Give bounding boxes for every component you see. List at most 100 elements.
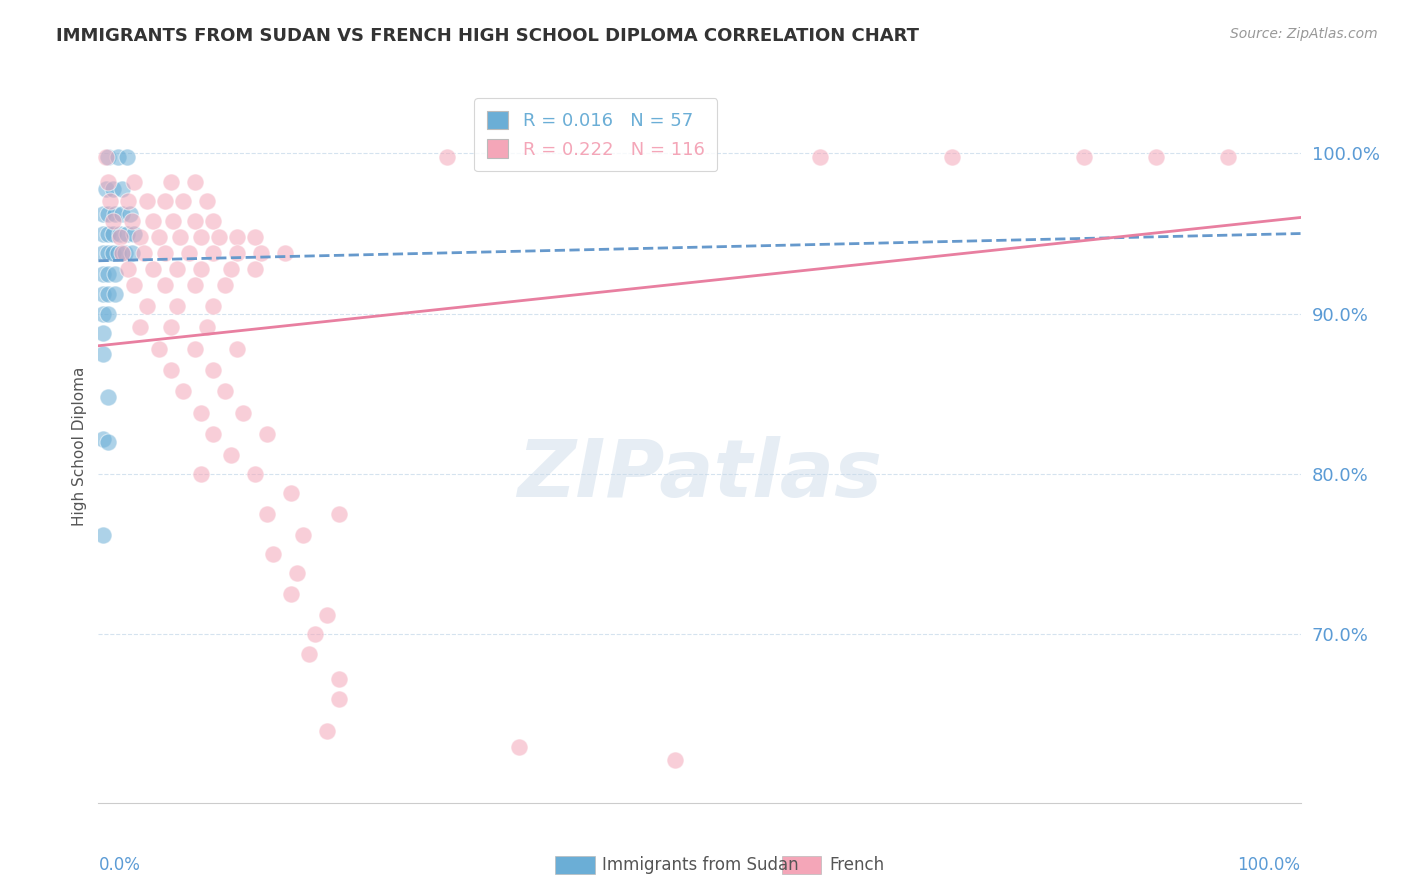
Point [153, 245, 176, 260]
Text: French: French [830, 856, 884, 874]
Point [94, 181, 117, 195]
Point [214, 277, 236, 292]
Point [172, 384, 194, 398]
Point [941, 150, 963, 164]
Point [121, 245, 143, 260]
Point [243, 467, 266, 481]
Point [117, 150, 139, 164]
Point [328, 691, 350, 706]
Point [219, 261, 242, 276]
Point [232, 406, 254, 420]
Point [256, 507, 278, 521]
Point [97, 435, 120, 450]
Point [159, 319, 181, 334]
Point [172, 194, 194, 209]
Text: Source: ZipAtlas.com: Source: ZipAtlas.com [1230, 27, 1378, 41]
Point [97, 307, 120, 321]
Point [285, 566, 308, 581]
Point [177, 245, 200, 260]
Point [104, 267, 127, 281]
Point [141, 261, 163, 276]
Point [97, 390, 120, 404]
Point [153, 277, 176, 292]
Text: IMMIGRANTS FROM SUDAN VS FRENCH HIGH SCHOOL DIPLOMA CORRELATION CHART: IMMIGRANTS FROM SUDAN VS FRENCH HIGH SCH… [56, 27, 920, 45]
Point [298, 647, 321, 661]
Point [97, 267, 120, 281]
Point [1218, 150, 1240, 164]
Point [97, 207, 120, 221]
Point [91, 227, 114, 241]
Text: ZIPatlas: ZIPatlas [517, 435, 882, 514]
Point [91, 207, 114, 221]
Point [225, 342, 247, 356]
Point [280, 486, 302, 500]
Point [114, 245, 136, 260]
Text: 0.0%: 0.0% [98, 856, 141, 874]
Point [97, 245, 120, 260]
Point [104, 287, 127, 301]
Point [111, 181, 134, 195]
Point [1073, 150, 1095, 164]
Point [124, 175, 146, 189]
Point [91, 267, 114, 281]
Point [94, 150, 117, 164]
Point [225, 245, 247, 260]
Point [111, 245, 134, 260]
Point [436, 150, 458, 164]
Point [195, 319, 218, 334]
Point [91, 245, 114, 260]
Point [101, 181, 124, 195]
Point [201, 245, 224, 260]
Point [315, 608, 337, 623]
Point [148, 342, 170, 356]
Point [91, 528, 114, 542]
Point [107, 150, 129, 164]
Point [262, 547, 284, 561]
Point [201, 363, 224, 377]
Point [91, 287, 114, 301]
Point [243, 261, 266, 276]
Point [101, 213, 124, 227]
Point [315, 723, 337, 738]
Point [91, 347, 114, 361]
Point [97, 227, 120, 241]
Point [225, 229, 247, 244]
Point [664, 752, 686, 766]
Point [135, 194, 157, 209]
Point [195, 194, 218, 209]
Point [148, 229, 170, 244]
Point [101, 245, 124, 260]
Point [190, 261, 212, 276]
Point [183, 277, 205, 292]
Point [328, 507, 350, 521]
Text: Immigrants from Sudan: Immigrants from Sudan [602, 856, 799, 874]
Point [117, 261, 139, 276]
Point [291, 528, 314, 542]
Point [97, 287, 120, 301]
Point [135, 299, 157, 313]
Point [166, 261, 188, 276]
Point [214, 384, 236, 398]
Point [124, 227, 146, 241]
Point [101, 227, 124, 241]
Point [124, 277, 146, 292]
Point [117, 227, 139, 241]
Point [166, 299, 188, 313]
Point [132, 245, 155, 260]
Point [243, 229, 266, 244]
Point [107, 245, 129, 260]
Point [190, 467, 212, 481]
Point [153, 194, 176, 209]
Point [208, 229, 231, 244]
Point [280, 587, 302, 601]
Legend: R = 0.016   N = 57, R = 0.222   N = 116: R = 0.016 N = 57, R = 0.222 N = 116 [474, 98, 717, 171]
Point [97, 150, 120, 164]
Point [111, 207, 134, 221]
Point [117, 194, 139, 209]
Point [249, 245, 271, 260]
Point [169, 229, 191, 244]
Point [1144, 150, 1167, 164]
Point [91, 432, 114, 446]
Point [190, 229, 212, 244]
Point [183, 175, 205, 189]
